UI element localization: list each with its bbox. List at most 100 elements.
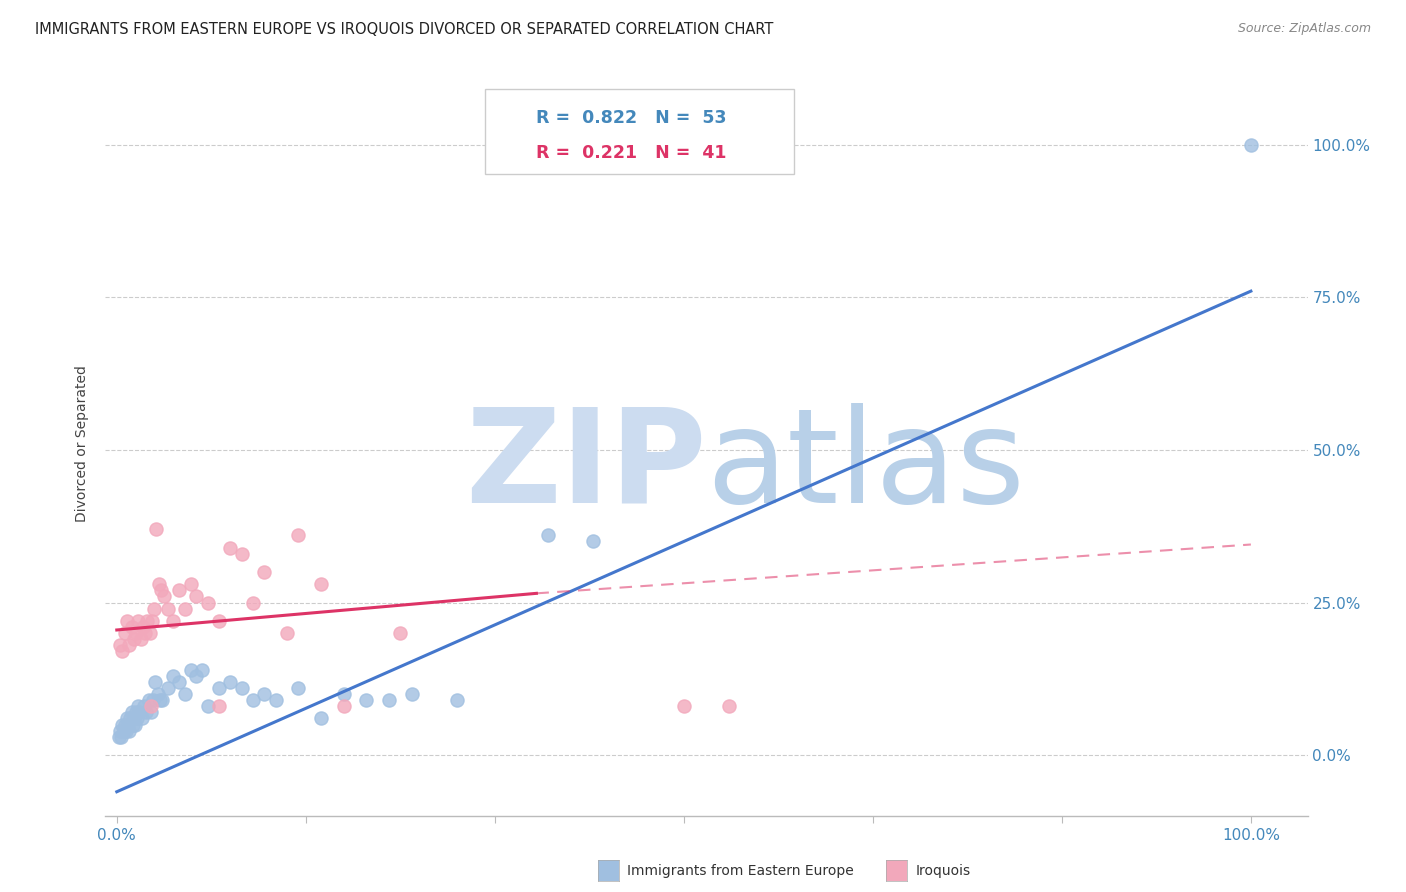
Point <box>121 706 143 720</box>
Point <box>162 614 184 628</box>
Point <box>117 717 139 731</box>
Point <box>146 687 169 701</box>
Point <box>150 693 173 707</box>
Point <box>186 669 208 683</box>
Point <box>142 693 165 707</box>
Point <box>173 601 195 615</box>
Point <box>162 669 184 683</box>
Point <box>208 699 231 714</box>
Point <box>148 577 170 591</box>
Point <box>124 717 146 731</box>
Point <box>132 699 155 714</box>
Point <box>136 614 159 628</box>
Point <box>108 638 131 652</box>
Point <box>149 693 172 707</box>
Point <box>208 681 231 695</box>
Text: R =  0.822   N =  53: R = 0.822 N = 53 <box>536 109 725 127</box>
Point <box>401 687 423 701</box>
Point <box>114 717 136 731</box>
Point <box>121 620 143 634</box>
Point <box>219 541 242 555</box>
Point <box>141 614 163 628</box>
Point <box>121 717 143 731</box>
Point <box>332 687 354 701</box>
Point <box>122 711 145 725</box>
Point <box>127 614 149 628</box>
Point <box>145 522 167 536</box>
Point <box>125 706 148 720</box>
Point <box>115 723 138 738</box>
Point <box>253 565 276 579</box>
Point <box>115 711 138 725</box>
Point <box>179 663 201 677</box>
Point <box>131 711 153 725</box>
Text: Iroquois: Iroquois <box>915 863 970 878</box>
Point <box>231 547 253 561</box>
Point <box>208 614 231 628</box>
Point <box>115 614 138 628</box>
Point <box>191 663 214 677</box>
Point <box>118 723 141 738</box>
Point <box>125 626 148 640</box>
Point <box>179 577 201 591</box>
Point <box>153 590 176 604</box>
Point <box>332 699 354 714</box>
Point <box>537 528 560 542</box>
Point <box>122 632 145 647</box>
Point <box>138 626 160 640</box>
Point <box>114 626 136 640</box>
Point <box>112 723 135 738</box>
Text: ZIP: ZIP <box>465 402 707 530</box>
Point <box>389 626 412 640</box>
Point <box>276 626 298 640</box>
Point <box>264 693 287 707</box>
Point <box>156 681 179 695</box>
Point <box>287 528 309 542</box>
Text: R =  0.221   N =  41: R = 0.221 N = 41 <box>536 145 725 162</box>
Point <box>156 601 179 615</box>
Point <box>186 590 208 604</box>
Point <box>108 723 131 738</box>
Point <box>139 706 162 720</box>
Point <box>167 583 190 598</box>
Point <box>309 711 332 725</box>
Point <box>582 534 605 549</box>
Point <box>128 706 150 720</box>
Point <box>143 601 166 615</box>
Point <box>446 693 468 707</box>
Point <box>219 674 242 689</box>
Text: atlas: atlas <box>707 402 1025 530</box>
Point <box>197 699 219 714</box>
Point <box>242 693 264 707</box>
Point <box>110 730 132 744</box>
Text: IMMIGRANTS FROM EASTERN EUROPE VS IROQUOIS DIVORCED OR SEPARATED CORRELATION CHA: IMMIGRANTS FROM EASTERN EUROPE VS IROQUO… <box>35 22 773 37</box>
Text: Immigrants from Eastern Europe: Immigrants from Eastern Europe <box>627 863 853 878</box>
Point <box>134 626 156 640</box>
Point <box>139 699 162 714</box>
Point <box>231 681 253 695</box>
Point <box>287 681 309 695</box>
Point <box>1240 137 1263 152</box>
Point <box>242 595 264 609</box>
Point <box>150 583 173 598</box>
Y-axis label: Divorced or Separated: Divorced or Separated <box>76 366 90 522</box>
Point <box>135 706 157 720</box>
Point <box>118 638 141 652</box>
Point <box>111 717 134 731</box>
Text: Source: ZipAtlas.com: Source: ZipAtlas.com <box>1237 22 1371 36</box>
Point <box>111 644 134 658</box>
Point <box>197 595 219 609</box>
Point <box>253 687 276 701</box>
Point <box>143 674 166 689</box>
Point <box>127 699 149 714</box>
Point <box>718 699 741 714</box>
Point <box>132 620 155 634</box>
Point <box>127 711 149 725</box>
Point <box>129 632 152 647</box>
Point <box>309 577 332 591</box>
Point <box>108 730 131 744</box>
Point <box>167 674 190 689</box>
Point <box>173 687 195 701</box>
Point <box>120 711 142 725</box>
Point <box>672 699 695 714</box>
